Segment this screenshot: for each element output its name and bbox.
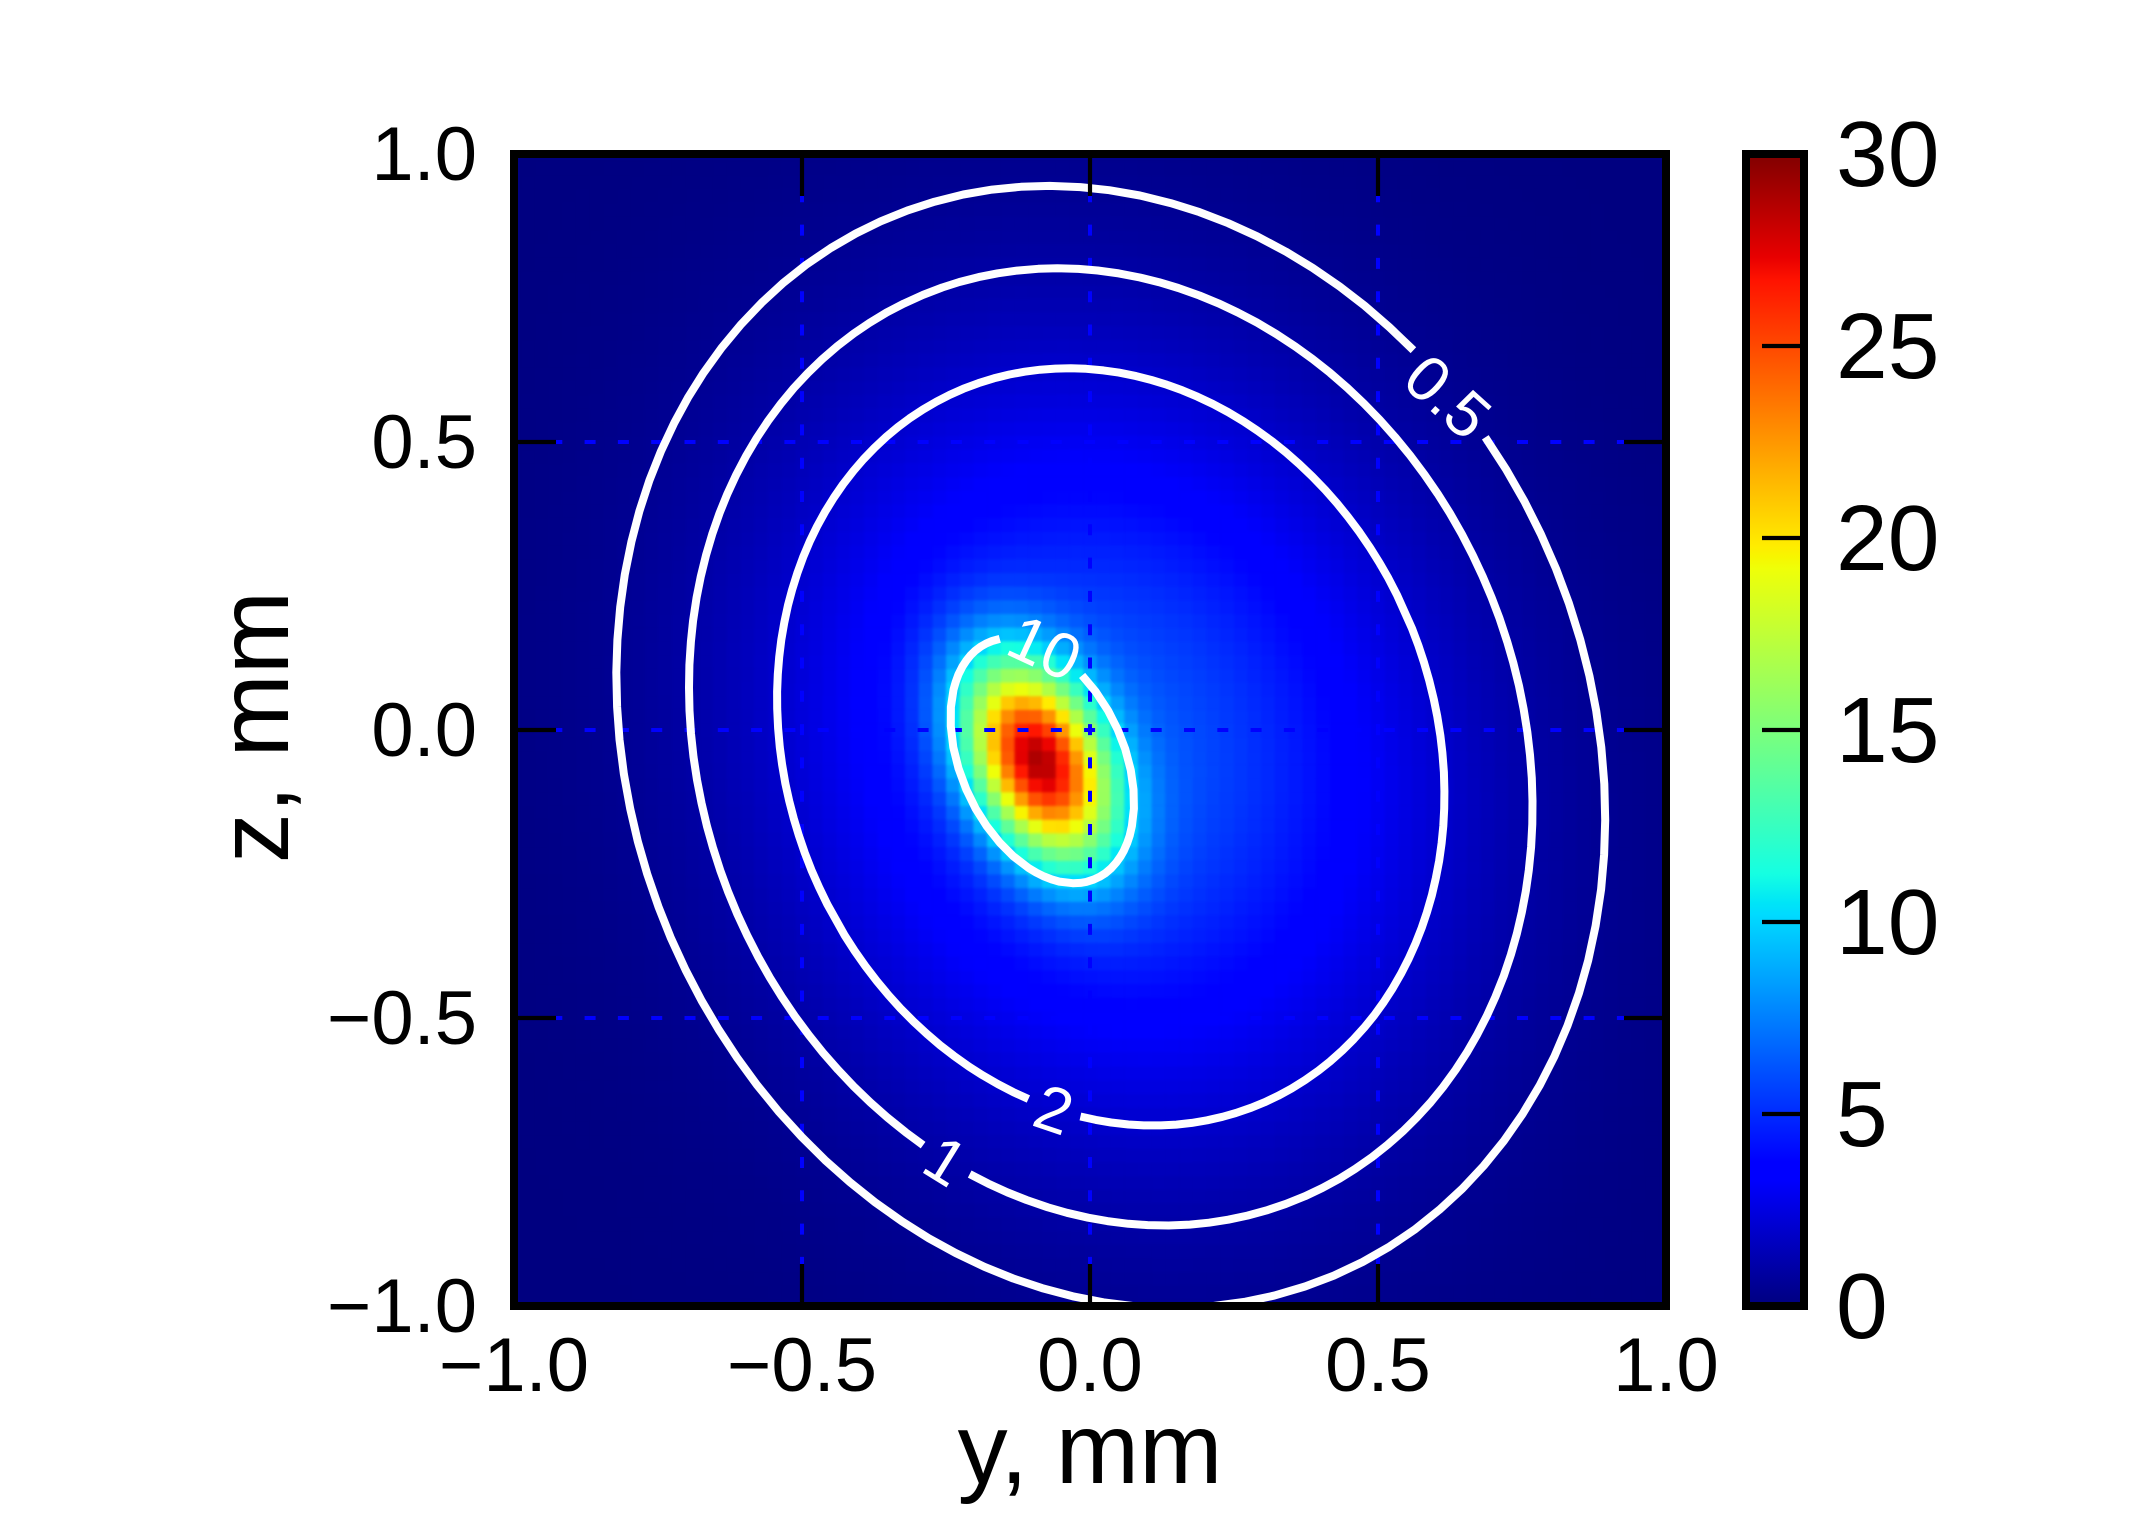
svg-text:0: 0 bbox=[1836, 1254, 1888, 1358]
svg-text:25: 25 bbox=[1836, 294, 1939, 398]
svg-text:0.5: 0.5 bbox=[371, 400, 477, 485]
svg-text:−1.0: −1.0 bbox=[439, 1323, 589, 1408]
svg-text:0.0: 0.0 bbox=[371, 688, 477, 773]
svg-text:−0.5: −0.5 bbox=[327, 976, 477, 1061]
svg-text:5: 5 bbox=[1836, 1062, 1888, 1166]
svg-text:0.0: 0.0 bbox=[1037, 1323, 1143, 1408]
svg-text:1.0: 1.0 bbox=[371, 112, 477, 197]
svg-text:0.5: 0.5 bbox=[1325, 1323, 1431, 1408]
svg-text:10: 10 bbox=[1836, 870, 1939, 974]
svg-text:20: 20 bbox=[1836, 486, 1939, 590]
svg-text:10: 10 bbox=[997, 600, 1092, 695]
svg-text:−0.5: −0.5 bbox=[727, 1323, 877, 1408]
svg-text:30: 30 bbox=[1836, 102, 1939, 206]
svg-text:−1.0: −1.0 bbox=[327, 1264, 477, 1349]
svg-text:2: 2 bbox=[1025, 1070, 1082, 1150]
svg-text:z, mm: z, mm bbox=[198, 591, 310, 863]
svg-text:y, mm: y, mm bbox=[958, 1393, 1223, 1505]
svg-text:15: 15 bbox=[1836, 678, 1939, 782]
svg-text:1: 1 bbox=[912, 1121, 980, 1201]
svg-text:1.0: 1.0 bbox=[1613, 1323, 1719, 1408]
